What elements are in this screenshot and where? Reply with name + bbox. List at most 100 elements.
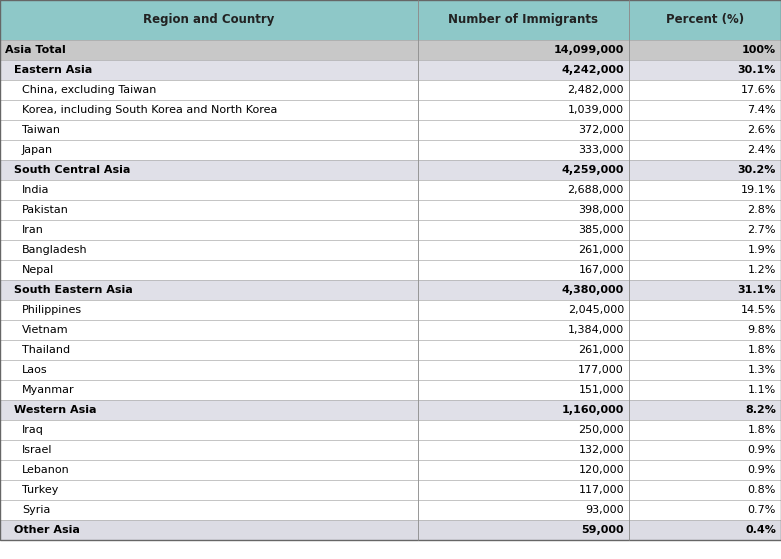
Bar	[0, 340, 418, 360]
Bar	[0, 500, 418, 520]
Bar	[0, 280, 418, 300]
Text: 4,259,000: 4,259,000	[562, 165, 624, 175]
Bar	[629, 160, 781, 180]
Bar	[0, 160, 418, 180]
Text: 4,242,000: 4,242,000	[562, 65, 624, 75]
Text: Iraq: Iraq	[22, 425, 44, 435]
Text: Korea, including South Korea and North Korea: Korea, including South Korea and North K…	[22, 105, 277, 115]
Bar	[418, 0, 629, 40]
Text: Region and Country: Region and Country	[143, 13, 275, 26]
Text: Lebanon: Lebanon	[22, 465, 70, 475]
Bar	[418, 340, 629, 360]
Text: 1,039,000: 1,039,000	[568, 105, 624, 115]
Text: 14,099,000: 14,099,000	[554, 45, 624, 55]
Bar	[0, 40, 418, 60]
Text: 385,000: 385,000	[579, 225, 624, 235]
Text: Turkey: Turkey	[22, 485, 59, 495]
Bar	[418, 40, 629, 60]
Text: 261,000: 261,000	[579, 345, 624, 355]
Bar	[418, 260, 629, 280]
Text: 1.8%: 1.8%	[747, 345, 776, 355]
Bar	[418, 180, 629, 200]
Bar	[418, 280, 629, 300]
Text: 167,000: 167,000	[579, 265, 624, 275]
Text: 9.8%: 9.8%	[747, 325, 776, 335]
Bar	[418, 300, 629, 320]
Bar	[629, 460, 781, 480]
Text: 372,000: 372,000	[578, 125, 624, 135]
Bar	[0, 100, 418, 120]
Bar	[418, 60, 629, 80]
Text: 4,380,000: 4,380,000	[562, 285, 624, 295]
Bar	[418, 160, 629, 180]
Bar	[418, 360, 629, 380]
Bar	[0, 520, 418, 540]
Text: Eastern Asia: Eastern Asia	[14, 65, 92, 75]
Text: 1.1%: 1.1%	[747, 385, 776, 395]
Bar	[418, 440, 629, 460]
Text: Other Asia: Other Asia	[14, 525, 80, 535]
Text: 0.4%: 0.4%	[745, 525, 776, 535]
Bar	[418, 120, 629, 140]
Text: Philippines: Philippines	[22, 305, 82, 315]
Bar	[629, 60, 781, 80]
Text: 14.5%: 14.5%	[740, 305, 776, 315]
Bar	[629, 220, 781, 240]
Text: 7.4%: 7.4%	[747, 105, 776, 115]
Bar	[418, 80, 629, 100]
Bar	[0, 300, 418, 320]
Text: Myanmar: Myanmar	[22, 385, 75, 395]
Text: Number of Immigrants: Number of Immigrants	[448, 13, 598, 26]
Bar	[0, 380, 418, 400]
Bar	[629, 140, 781, 160]
Bar	[629, 480, 781, 500]
Bar	[418, 140, 629, 160]
Text: Vietnam: Vietnam	[22, 325, 69, 335]
Text: 261,000: 261,000	[579, 245, 624, 255]
Text: 19.1%: 19.1%	[740, 185, 776, 195]
Bar	[629, 280, 781, 300]
Bar	[629, 420, 781, 440]
Text: 59,000: 59,000	[581, 525, 624, 535]
Text: Bangladesh: Bangladesh	[22, 245, 87, 255]
Text: 2.4%: 2.4%	[747, 145, 776, 155]
Bar	[629, 0, 781, 40]
Text: 2.7%: 2.7%	[747, 225, 776, 235]
Bar	[629, 500, 781, 520]
Text: Thailand: Thailand	[22, 345, 70, 355]
Bar	[629, 100, 781, 120]
Bar	[0, 60, 418, 80]
Text: 1.9%: 1.9%	[747, 245, 776, 255]
Text: Laos: Laos	[22, 365, 48, 375]
Text: 31.1%: 31.1%	[737, 285, 776, 295]
Bar	[418, 460, 629, 480]
Bar	[629, 200, 781, 220]
Bar	[0, 220, 418, 240]
Bar	[418, 100, 629, 120]
Bar	[418, 380, 629, 400]
Text: Nepal: Nepal	[22, 265, 54, 275]
Text: 0.9%: 0.9%	[747, 445, 776, 455]
Text: 2.6%: 2.6%	[747, 125, 776, 135]
Text: 2,482,000: 2,482,000	[568, 85, 624, 95]
Bar	[0, 440, 418, 460]
Text: 1,384,000: 1,384,000	[568, 325, 624, 335]
Text: 2,688,000: 2,688,000	[568, 185, 624, 195]
Bar	[418, 240, 629, 260]
Text: 250,000: 250,000	[579, 425, 624, 435]
Text: India: India	[22, 185, 49, 195]
Text: 132,000: 132,000	[579, 445, 624, 455]
Text: Pakistan: Pakistan	[22, 205, 69, 215]
Bar	[418, 400, 629, 420]
Text: Taiwan: Taiwan	[22, 125, 60, 135]
Text: 2,045,000: 2,045,000	[568, 305, 624, 315]
Bar	[0, 200, 418, 220]
Bar	[0, 80, 418, 100]
Bar	[0, 460, 418, 480]
Bar	[629, 520, 781, 540]
Text: 0.9%: 0.9%	[747, 465, 776, 475]
Text: 151,000: 151,000	[579, 385, 624, 395]
Bar	[629, 340, 781, 360]
Bar	[418, 320, 629, 340]
Bar	[0, 240, 418, 260]
